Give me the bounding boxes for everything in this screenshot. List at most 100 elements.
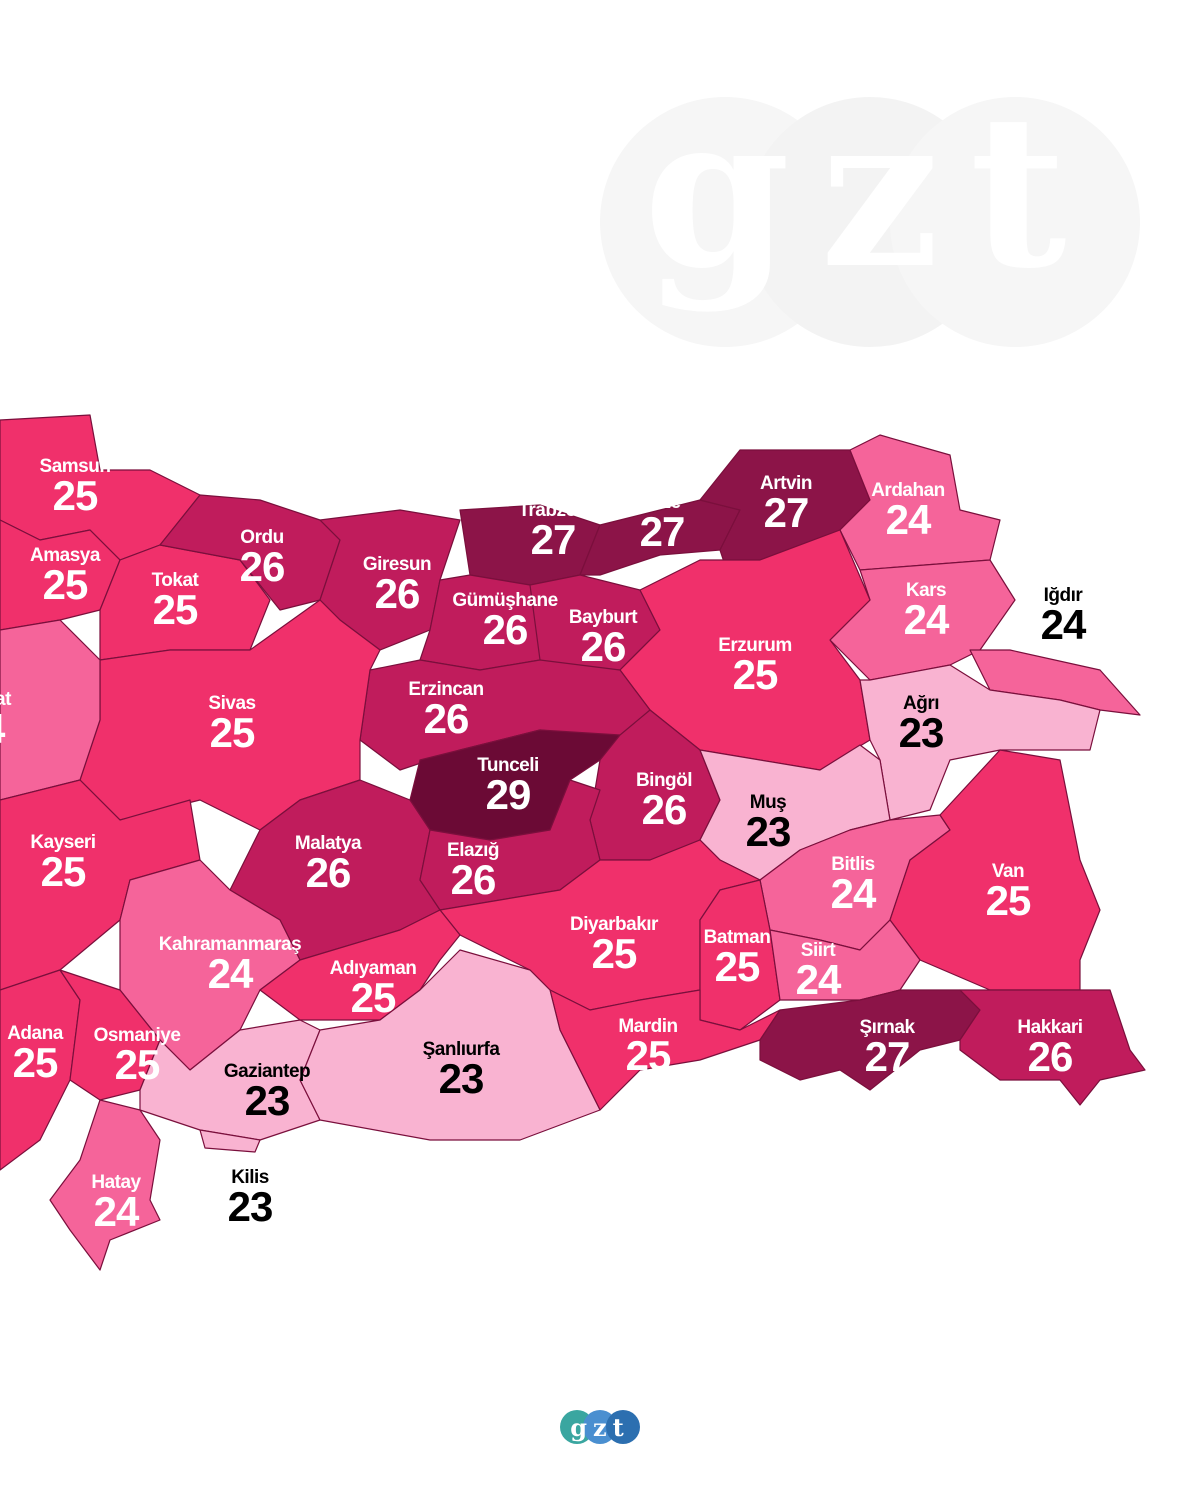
province-name: Gaziantep — [224, 1061, 310, 1082]
province-name: Hatay — [91, 1172, 141, 1193]
province-value: 26 — [642, 786, 687, 833]
province-value: 23 — [228, 1183, 273, 1230]
province — [0, 619, 101, 801]
province-value: 24 — [1041, 601, 1087, 648]
province-name: Kahramanmaraş — [159, 934, 301, 955]
province-value: 23 — [439, 1055, 484, 1102]
province-name: Erzurum — [718, 635, 792, 656]
province — [759, 989, 981, 1091]
province — [119, 859, 301, 1071]
province-name: Samsun — [40, 456, 111, 477]
province-name: Van — [992, 861, 1024, 882]
province-value: 24 — [886, 496, 932, 543]
province-value: 26 — [240, 543, 285, 590]
province — [769, 919, 921, 1001]
province-value: 27 — [865, 1033, 910, 1080]
province-value: 25 — [715, 943, 760, 990]
province — [259, 909, 461, 1021]
province-name: Tokat — [152, 570, 200, 591]
province-value: 26 — [1028, 1033, 1073, 1080]
province — [199, 1129, 261, 1153]
province-value: 27 — [764, 489, 809, 536]
province-value: 26 — [451, 856, 496, 903]
province-name: Tunceli — [477, 755, 539, 776]
province-name: Amasya — [30, 545, 101, 566]
province-name: Kayseri — [30, 832, 95, 853]
province-value: 25 — [53, 472, 98, 519]
province-name: Trabzon — [518, 500, 587, 521]
province-value: 25 — [43, 561, 88, 608]
province-name: Adana — [7, 1023, 64, 1044]
province-value: 24 — [94, 1188, 140, 1235]
province — [699, 879, 781, 1031]
province — [49, 1099, 161, 1271]
province-name: Şırnak — [859, 1017, 915, 1038]
province-value: 24 — [904, 596, 950, 643]
province-name: Siirt — [801, 940, 837, 961]
province-value: 26 — [375, 570, 420, 617]
regions — [0, 414, 1146, 1271]
province — [959, 989, 1146, 1106]
logo-circle — [606, 1410, 640, 1444]
province-value: 25 — [210, 709, 255, 756]
province-name: Sivas — [208, 693, 255, 714]
province-name: Ardahan — [871, 480, 945, 501]
province-name: Şanlıurfa — [423, 1039, 501, 1060]
province-value: 24 — [796, 956, 842, 1003]
province-name: Osmaniye — [94, 1025, 181, 1046]
province-name: Gümüşhane — [452, 590, 557, 611]
province-name: Kars — [906, 580, 946, 601]
province-value: 26 — [483, 606, 528, 653]
province-name: Muş — [750, 792, 787, 813]
province-value: 25 — [351, 974, 396, 1021]
province-value: 25 — [153, 586, 198, 633]
province-value: 27 — [640, 508, 685, 555]
footer-logo: gzt — [560, 1410, 640, 1444]
province-name: Diyarbakır — [570, 914, 659, 935]
logo-text: gzt — [570, 1413, 630, 1442]
province-value: 25 — [626, 1032, 671, 1079]
province-value: 25 — [592, 930, 637, 977]
province-name: Erzincan — [408, 679, 483, 700]
province-name: Batman — [704, 927, 771, 948]
province-value: 25 — [115, 1041, 160, 1088]
province-name: Artvin — [760, 473, 812, 494]
province-name: Bingöl — [636, 770, 692, 791]
province-value: 23 — [899, 709, 944, 756]
province-name: Iğdır — [1044, 585, 1084, 606]
watermark-text: gzt — [643, 68, 1096, 315]
province-value: 25 — [733, 651, 778, 698]
province-name: Malatya — [295, 833, 362, 854]
watermark: gzt — [600, 68, 1140, 347]
province-name: Giresun — [363, 554, 431, 575]
province — [59, 969, 161, 1101]
province-name: Elazığ — [447, 840, 499, 861]
province-name: Hakkari — [1017, 1017, 1082, 1038]
province-name: Ağrı — [903, 693, 939, 714]
province-value: 26 — [424, 695, 469, 742]
province-value: 24 — [831, 870, 877, 917]
province-name: Rize — [643, 492, 680, 513]
province-value: 26 — [581, 623, 626, 670]
province — [839, 434, 1001, 571]
watermark-circle — [890, 97, 1140, 347]
province-value: 26 — [306, 849, 351, 896]
province-name: Mardin — [618, 1016, 677, 1037]
province — [419, 779, 601, 911]
province-name: Kilis — [231, 1167, 269, 1188]
province — [299, 949, 601, 1141]
province-name: Bayburt — [569, 607, 638, 628]
province-name: Bitlis — [831, 854, 874, 875]
province-value: 25 — [41, 848, 86, 895]
province-value: 23 — [245, 1077, 290, 1124]
province — [319, 509, 461, 651]
province-name: Ordu — [240, 527, 283, 548]
province-name: Adıyaman — [330, 958, 417, 979]
province-value: 24 — [0, 705, 6, 752]
province-value: 24 — [208, 950, 254, 997]
province-value: 29 — [486, 771, 531, 818]
province-value: 23 — [746, 808, 791, 855]
province-value: 25 — [13, 1039, 58, 1086]
